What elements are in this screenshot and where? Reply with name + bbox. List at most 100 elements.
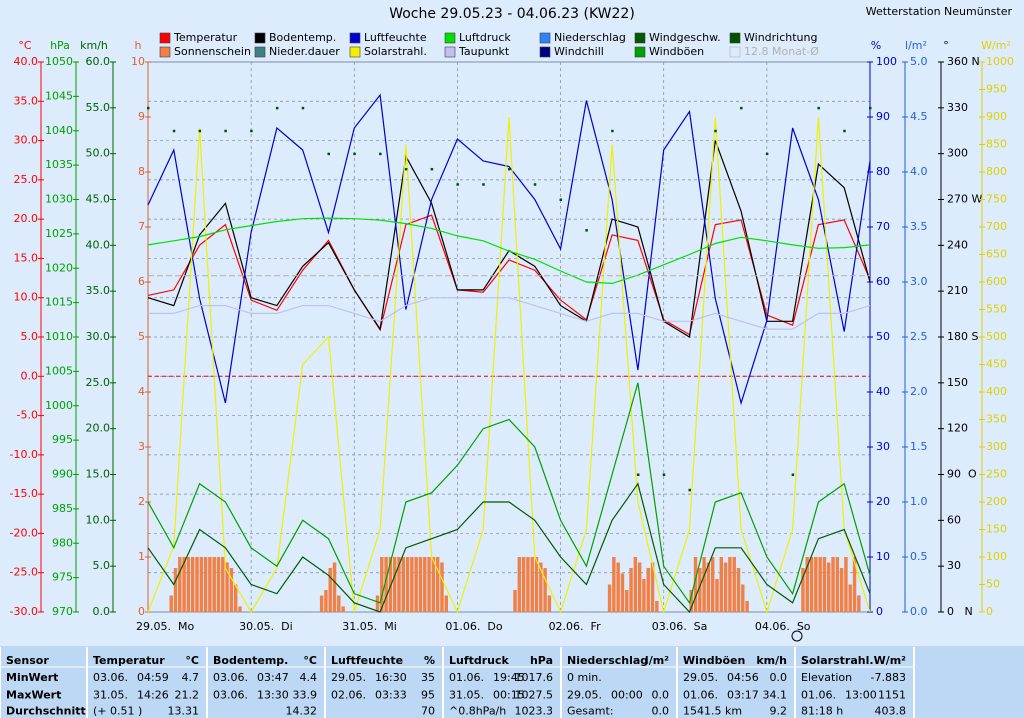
cell-value: 13.31 [168,705,200,718]
y-tick-label: 30 [876,440,890,453]
sunshine-bar [818,557,822,612]
x-tick-label: 03.06. Sa [652,620,708,633]
column-unit: l/m² [645,654,669,667]
sunshine-bar [397,557,401,612]
y-tick-label: 55.0 [86,101,111,114]
y-tick-label: 360 N [947,55,980,68]
y-tick-label: 3 [138,440,145,453]
sunshine-bar [414,557,418,612]
sunshine-bar [513,590,517,612]
y-tick-label: 700 [986,220,1007,233]
sunshine-bar [410,557,414,612]
legend-label: Windchill [554,45,604,58]
x-tick-label: 04.06. So [755,620,811,633]
y-tick-label: 100 [986,550,1007,563]
cell-time: 04:56 [727,671,759,684]
cell-value: 21.2 [175,689,200,702]
cell-value: 4.4 [300,671,318,684]
legend-label: 12.8 Monat-Ø [744,45,819,58]
series-line [147,382,871,605]
table-header: Sensor [6,654,49,667]
y-tick-label: 1035 [45,158,73,171]
y-tick-label: 1045 [45,89,73,102]
cell-date: 29.05. [567,689,602,702]
legend-label: Taupunkt [458,45,510,58]
sunshine-bar [745,601,749,612]
y-tick-label: 600 [986,275,1007,288]
direction-dot [611,129,614,133]
cell-value: 1027.5 [515,689,554,702]
legend-label: Windrichtung [744,31,817,44]
y-tick-label: 80 [876,165,890,178]
legend-swatch [349,46,361,58]
y-tick-label: 1005 [45,364,73,377]
direction-dot [662,473,666,476]
sunshine-bar [852,557,857,612]
axis-unit: km/h [80,39,108,52]
y-tick-label: 35.0 [86,284,111,297]
sunshine-bar [190,557,195,612]
y-tick-label: 50 [986,578,1000,591]
axis-unit: h [135,39,142,52]
y-tick-label: -10.0 [10,448,38,461]
sunshine-bar [195,557,199,612]
sunshine-bar [199,557,204,612]
y-tick-label: 300 [986,440,1007,453]
legend-swatch [729,46,741,58]
series-line [147,93,871,406]
y-tick-label: 5 [138,330,145,343]
y-tick-label: 900 [986,110,1007,123]
y-tick-label: 70 [876,220,890,233]
legend-swatch [254,46,266,58]
y-tick-label: 750 [986,193,1007,206]
y-tick-label: 450 [986,358,1007,371]
direction-dot [456,183,459,186]
cell-date: 29.05. [331,671,366,684]
sunshine-bar [835,557,840,612]
y-tick-label: -20.0 [10,526,38,539]
sunshine-bar [736,568,741,612]
sunshine-bar [388,557,393,612]
y-tick-label: 980 [52,536,73,549]
y-tick-label: 50 [876,330,890,343]
y-tick-label: 200 [986,495,1007,508]
y-tick-label: 5.0 [21,330,39,343]
y-tick-label: 300 [947,147,968,160]
sunshine-bar [418,557,423,612]
y-tick-label: 4 [138,385,145,398]
column-header: Bodentemp. [213,654,288,667]
y-tick-label: 20.0 [86,422,111,435]
cell-text: 1541.5 km [683,705,742,718]
y-tick-label: 250 [986,468,1007,481]
direction-dot [327,152,330,156]
legend-swatch [634,32,646,44]
sunshine-bar [221,557,225,612]
cell-text: Gesamt: [567,705,614,718]
direction-dot [147,106,150,110]
y-tick-label: 0 [138,605,145,618]
sunshine-bar [233,584,238,612]
y-tick-label: 0 N [947,605,973,618]
cell-date: 01.06. [801,689,836,702]
sunshine-bar [715,579,719,612]
legend-swatch [444,46,456,58]
sunshine-bar [710,557,715,612]
y-tick-label: 40 [876,385,890,398]
cell-value: 14.32 [286,705,318,718]
cell-time: 03:33 [375,689,407,702]
y-tick-label: 100 [876,55,897,68]
y-tick-label: 90 O [947,468,977,481]
y-tick-label: 270 W [947,193,982,206]
sunshine-bar [547,595,552,612]
sunshine-bar [732,557,736,612]
sunshine-bar [225,562,229,612]
sunshine-bar [203,557,208,612]
sunshine-bar [173,568,178,612]
cell-value: 35 [421,671,435,684]
direction-dot [353,152,356,156]
sunshine-bar [655,601,659,612]
y-tick-label: 1000 [986,55,1014,68]
direction-dot [714,129,717,133]
sunshine-bar [182,557,186,612]
